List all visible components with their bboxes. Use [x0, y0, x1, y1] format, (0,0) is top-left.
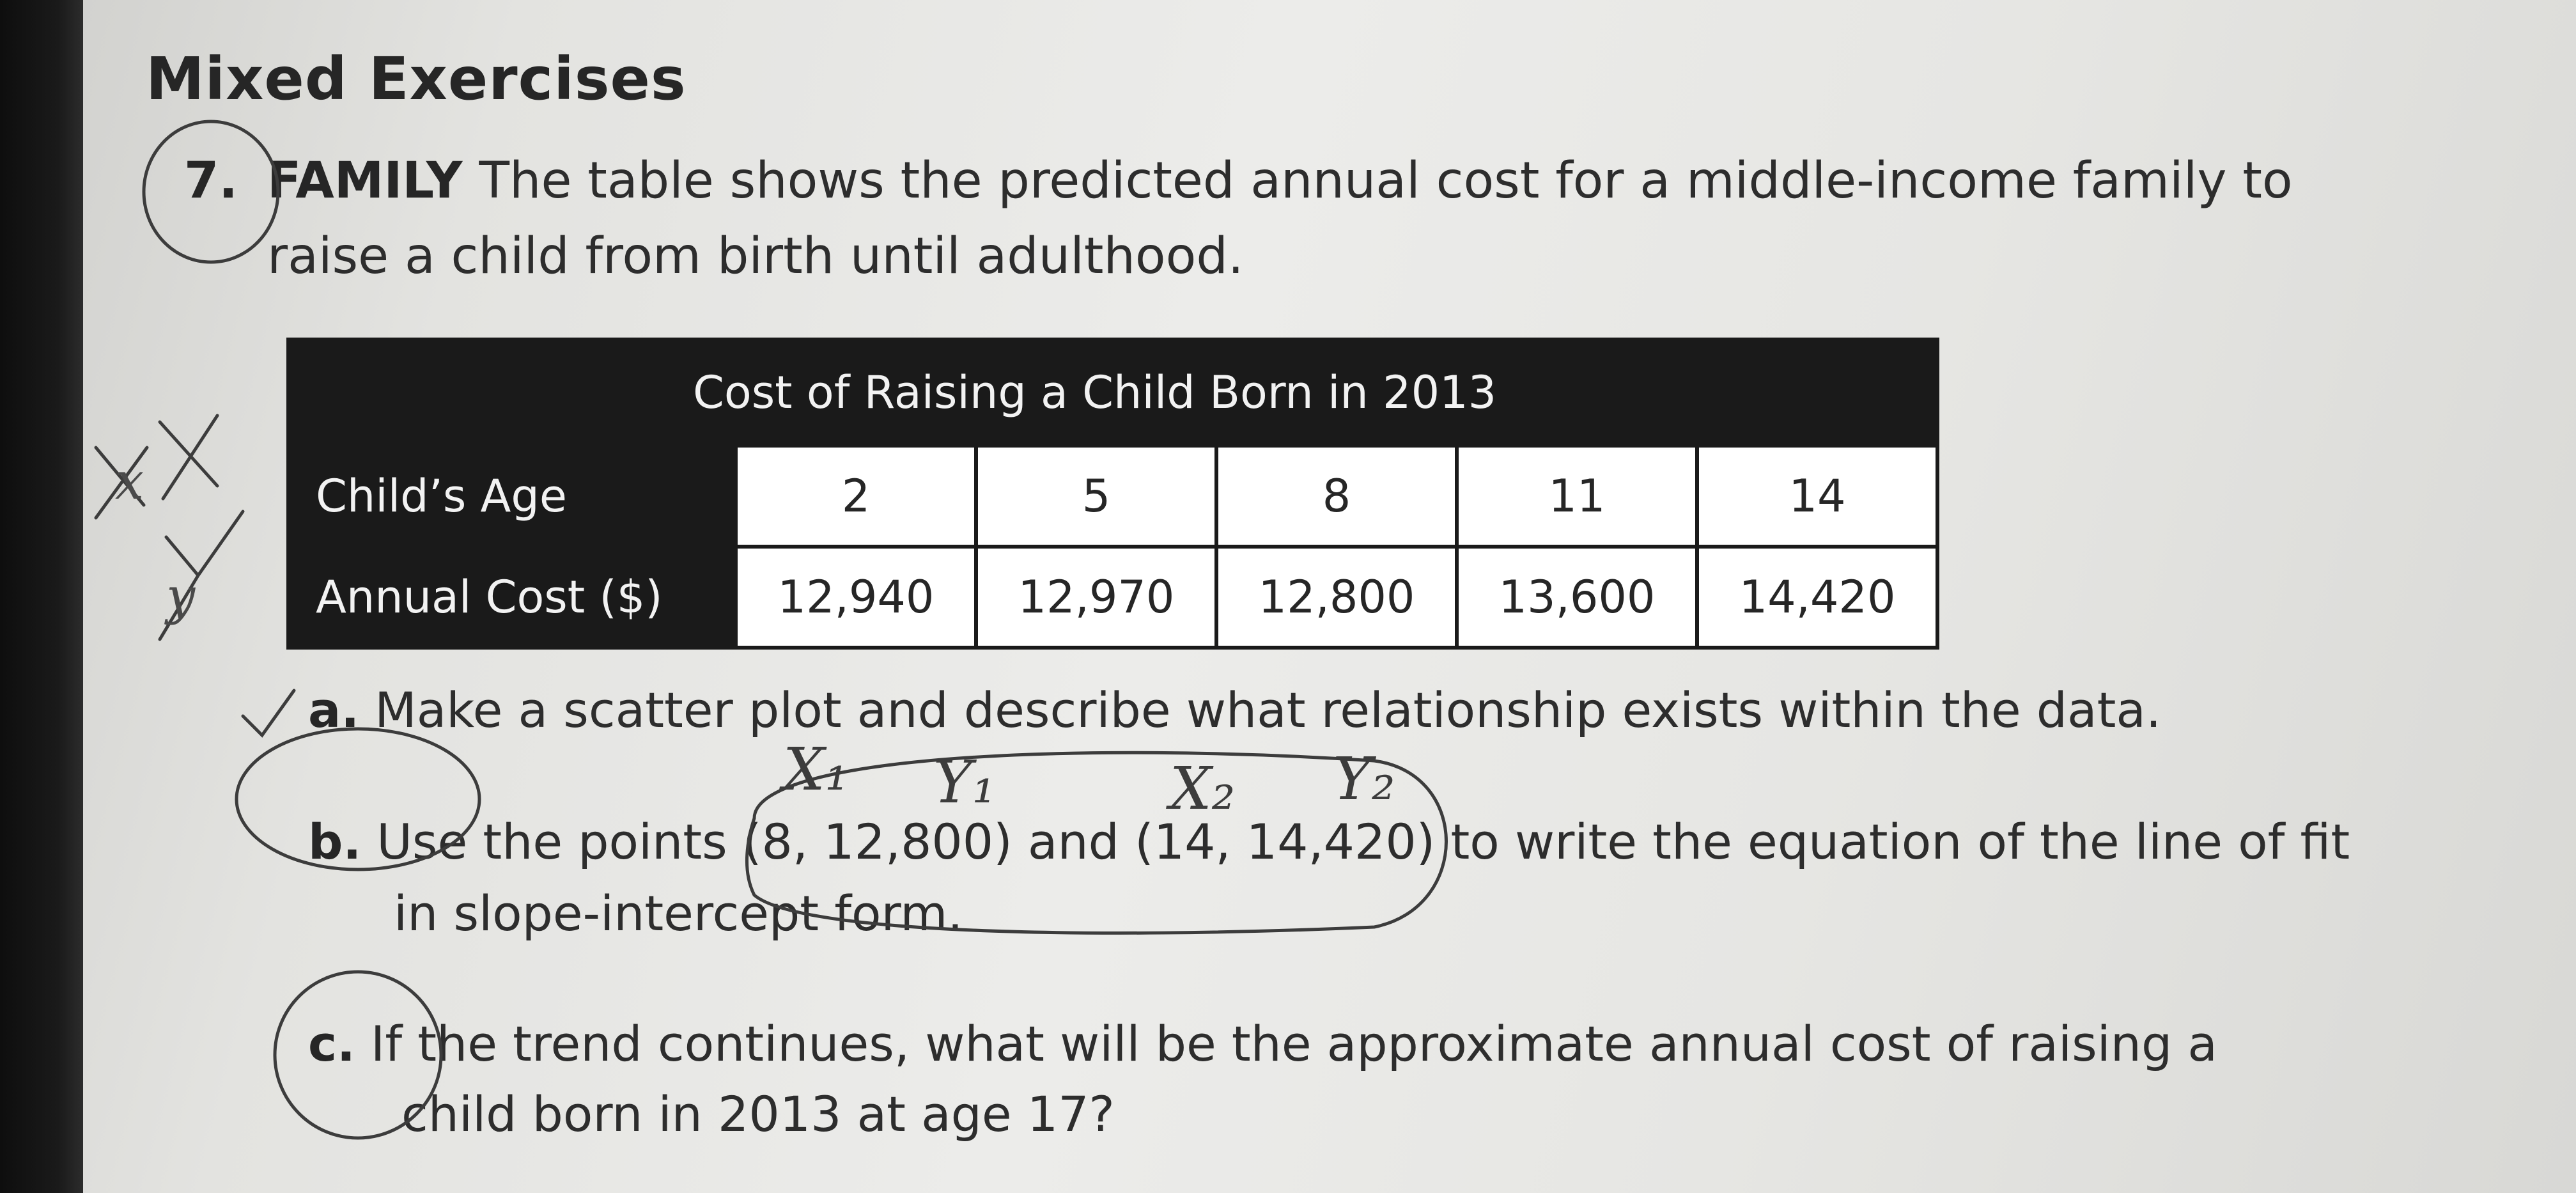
part-b-letter: b.: [308, 813, 362, 870]
section-heading: Mixed Exercises: [146, 45, 687, 113]
part-a-letter: a.: [308, 682, 360, 738]
table-row-age: Child’s Age 2 5 8 11 14: [286, 444, 1940, 549]
row-header-cost: Annual Cost ($): [286, 545, 738, 650]
table-row-cost: Annual Cost ($) 12,940 12,970 12,800 13,…: [286, 545, 1940, 650]
part-c-text-1: If the trend continues, what will be the…: [370, 1015, 2217, 1072]
problem-topic: FAMILY: [267, 152, 463, 210]
handwritten-y1: Y₁: [933, 748, 996, 816]
part-c-text-2: child born in 2013 at age 17?: [401, 1086, 1115, 1142]
problem-text-line-2: raise a child from birth until adulthood…: [267, 228, 1244, 285]
part-c: c. If the trend continues, what will be t…: [308, 1015, 2217, 1072]
pen-check-mark: [241, 689, 296, 738]
part-b-text-2: in slope-intercept form.: [394, 885, 963, 942]
pen-mark-x: [158, 414, 219, 501]
cost-cell: 14,420: [1695, 545, 1940, 650]
handwritten-x2: X₂: [1166, 754, 1235, 823]
problem-text-line-1: FAMILY The table shows the predicted annu…: [267, 152, 2293, 210]
age-cell: 2: [734, 444, 978, 549]
cost-cell: 13,600: [1455, 545, 1699, 650]
handwritten-y2: Y₂: [1333, 745, 1395, 813]
age-cell: 8: [1214, 444, 1459, 549]
cost-table: Cost of Raising a Child Born in 2013 Chi…: [286, 338, 1940, 650]
pen-mark-x-2: [94, 446, 149, 520]
part-a: a. Make a scatter plot and describe what …: [308, 682, 2161, 738]
age-cell: 14: [1695, 444, 1940, 549]
cost-cell: 12,800: [1214, 545, 1459, 650]
part-a-text: Make a scatter plot and describe what re…: [375, 682, 2162, 738]
part-b: b. Use the points (8, 12,800) and (14, 14…: [308, 813, 2350, 870]
cost-cell: 12,970: [974, 545, 1218, 650]
age-cell: 11: [1455, 444, 1699, 549]
handwritten-margin-x: x: [115, 451, 144, 511]
table-caption: Cost of Raising a Child Born in 2013: [286, 338, 1940, 448]
part-c-letter: c.: [308, 1015, 355, 1072]
problem-number: 7.: [184, 152, 238, 210]
table-caption-row: Cost of Raising a Child Born in 2013: [286, 338, 1940, 448]
handwritten-x1: X₁: [779, 735, 848, 804]
handwritten-margin-y: y: [164, 566, 196, 626]
pen-mark-y: [158, 510, 245, 641]
part-b-text-1: Use the points (8, 12,800) and (14, 14,4…: [376, 813, 2350, 870]
row-header-age: Child’s Age: [286, 444, 738, 549]
dark-page-edge: [0, 0, 83, 1193]
age-cell: 5: [974, 444, 1218, 549]
cost-cell: 12,940: [734, 545, 978, 650]
problem-text-1: The table shows the predicted annual cos…: [479, 152, 2293, 210]
